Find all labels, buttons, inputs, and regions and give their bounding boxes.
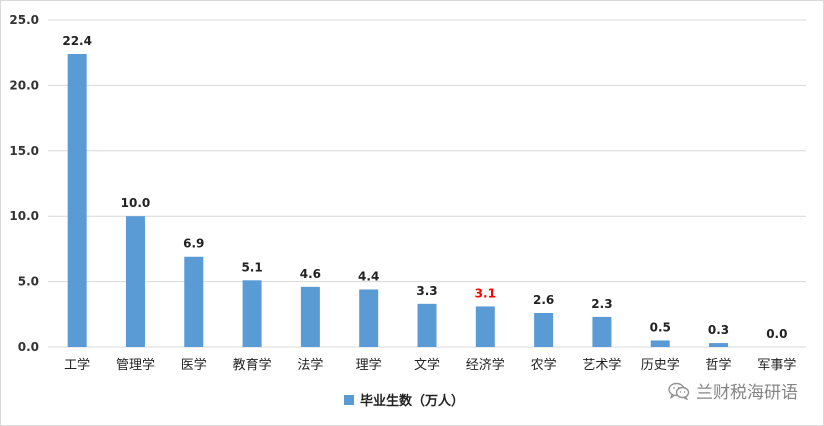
wechat-icon bbox=[668, 382, 690, 400]
data-label: 10.0 bbox=[121, 196, 151, 210]
y-tick-label: 0.0 bbox=[18, 340, 39, 354]
x-tick-label: 医学 bbox=[181, 357, 207, 373]
data-label: 6.9 bbox=[183, 237, 204, 251]
bar bbox=[417, 303, 437, 347]
data-label: 0.3 bbox=[708, 323, 729, 337]
x-tick-label: 教育学 bbox=[233, 357, 272, 373]
bar bbox=[592, 316, 612, 347]
bar bbox=[184, 256, 204, 347]
x-tick-label: 农学 bbox=[531, 357, 557, 373]
data-label: 0.0 bbox=[766, 327, 787, 341]
x-tick-label: 军事学 bbox=[757, 357, 796, 373]
bar bbox=[650, 340, 670, 347]
y-tick-label: 15.0 bbox=[9, 144, 39, 158]
bar bbox=[67, 54, 87, 348]
y-tick-label: 25.0 bbox=[9, 13, 39, 27]
x-tick-label: 法学 bbox=[297, 357, 323, 373]
data-label: 22.4 bbox=[62, 34, 92, 48]
x-tick-label: 哲学 bbox=[706, 357, 732, 373]
legend-swatch bbox=[344, 394, 354, 405]
x-tick-label: 理学 bbox=[356, 357, 382, 373]
data-label: 4.6 bbox=[300, 267, 321, 281]
y-tick-label: 10.0 bbox=[9, 209, 39, 223]
data-label: 0.5 bbox=[650, 320, 671, 334]
data-label: 3.1 bbox=[475, 286, 496, 300]
x-tick-label: 管理学 bbox=[116, 357, 155, 373]
bar bbox=[359, 289, 379, 347]
bar bbox=[300, 286, 320, 347]
legend: 毕业生数（万人） bbox=[344, 390, 464, 409]
x-tick-label: 历史学 bbox=[641, 357, 680, 373]
data-label: 5.1 bbox=[241, 260, 262, 274]
bar bbox=[534, 312, 554, 347]
watermark: 兰财税海研语 bbox=[668, 378, 798, 403]
watermark-text: 兰财税海研语 bbox=[696, 383, 798, 403]
x-tick-label: 工学 bbox=[64, 357, 90, 373]
x-tick-label: 经济学 bbox=[466, 357, 505, 373]
data-label: 2.6 bbox=[533, 293, 554, 307]
legend-label: 毕业生数（万人） bbox=[360, 394, 465, 409]
bar bbox=[709, 343, 729, 347]
data-label: 4.4 bbox=[358, 269, 379, 283]
bar bbox=[125, 216, 145, 347]
bar bbox=[242, 280, 262, 347]
x-tick-label: 艺术学 bbox=[582, 357, 621, 373]
bar bbox=[475, 306, 495, 347]
data-label: 3.3 bbox=[416, 284, 437, 298]
x-tick-label: 文学 bbox=[414, 357, 440, 373]
data-label: 2.3 bbox=[591, 297, 612, 311]
y-tick-label: 20.0 bbox=[9, 78, 39, 92]
y-tick-label: 5.0 bbox=[18, 275, 39, 289]
